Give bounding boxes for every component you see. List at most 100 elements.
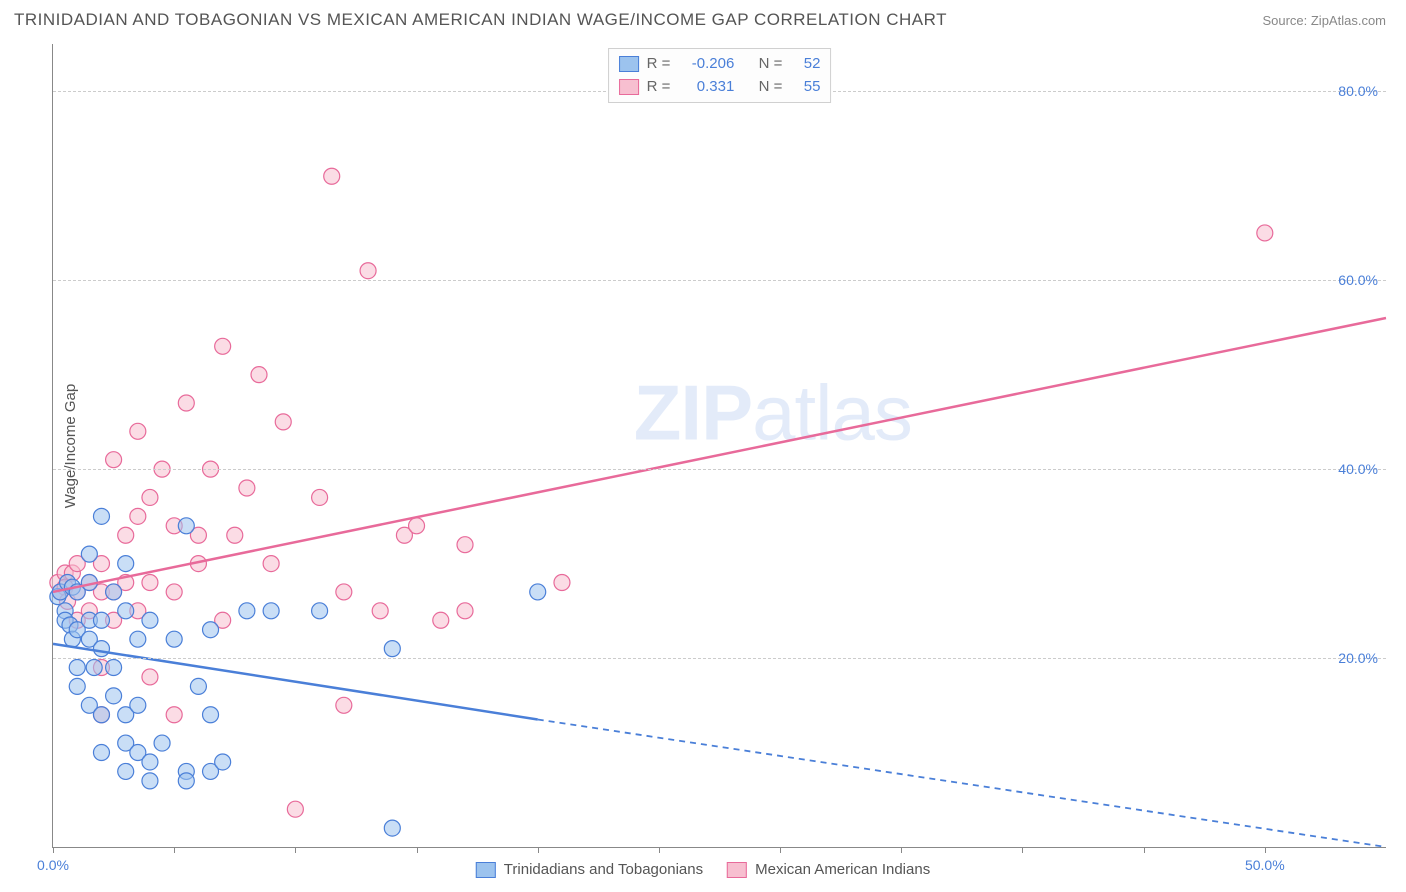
plot-svg [53,44,1386,847]
data-point [384,641,400,657]
source-label: Source: ZipAtlas.com [1262,13,1386,28]
data-point [215,754,231,770]
stat-n-value: 52 [790,53,820,76]
stats-legend-row: R =-0.206 N =52 [619,53,821,76]
x-tick [659,847,660,853]
stat-r-value: 0.331 [678,76,734,99]
data-point [118,556,134,572]
data-point [93,745,109,761]
data-point [93,508,109,524]
x-tick [174,847,175,853]
data-point [215,338,231,354]
data-point [106,688,122,704]
data-point [118,603,134,619]
data-point [227,527,243,543]
data-point [457,603,473,619]
stat-n-value: 55 [790,76,820,99]
trend-line-extrapolated [538,719,1386,847]
legend-item: Mexican American Indians [727,861,930,878]
data-point [203,707,219,723]
data-point [154,735,170,751]
data-point [69,678,85,694]
stat-r-label: R = [647,76,671,99]
data-point [166,631,182,647]
data-point [178,773,194,789]
data-point [372,603,388,619]
data-point [190,678,206,694]
x-tick [1022,847,1023,853]
data-point [166,584,182,600]
data-point [69,660,85,676]
data-point [142,612,158,628]
legend-swatch [476,862,496,878]
data-point [93,641,109,657]
x-tick [53,847,54,853]
x-tick [295,847,296,853]
data-point [457,537,473,553]
data-point [93,707,109,723]
data-point [1257,225,1273,241]
data-point [86,660,102,676]
x-tick [1265,847,1266,853]
data-point [142,489,158,505]
x-tick-label: 50.0% [1245,857,1285,873]
stat-r-label: R = [647,53,671,76]
x-tick [901,847,902,853]
data-point [312,603,328,619]
legend-label: Trinidadians and Tobagonians [504,861,703,878]
gridline [53,469,1386,470]
data-point [530,584,546,600]
chart-title: TRINIDADIAN AND TOBAGONIAN VS MEXICAN AM… [14,10,947,30]
data-point [106,584,122,600]
data-point [239,603,255,619]
x-tick [1144,847,1145,853]
data-point [130,508,146,524]
x-tick-label: 0.0% [37,857,69,873]
gridline [53,658,1386,659]
data-point [336,697,352,713]
data-point [360,263,376,279]
legend-item: Trinidadians and Tobagonians [476,861,703,878]
data-point [554,574,570,590]
data-point [142,574,158,590]
stat-r-value: -0.206 [678,53,734,76]
plot-area: ZIPatlas R =-0.206 N =52R =0.331 N =55 2… [52,44,1386,848]
data-point [287,801,303,817]
x-tick [780,847,781,853]
data-point [251,367,267,383]
data-point [263,603,279,619]
data-point [130,697,146,713]
legend-label: Mexican American Indians [755,861,930,878]
legend-swatch [619,56,639,72]
trend-line [53,318,1386,592]
data-point [384,820,400,836]
y-tick-label: 40.0% [1338,461,1378,477]
data-point [142,754,158,770]
gridline [53,280,1386,281]
legend-swatch [619,79,639,95]
series-legend: Trinidadians and Tobagonians Mexican Amer… [476,861,930,878]
data-point [263,556,279,572]
data-point [142,773,158,789]
data-point [142,669,158,685]
y-tick-label: 60.0% [1338,272,1378,288]
data-point [178,395,194,411]
data-point [203,622,219,638]
data-point [409,518,425,534]
stat-n-label: N = [759,76,783,99]
data-point [93,612,109,628]
data-point [336,584,352,600]
stats-legend-row: R = 0.331 N = 55 [619,76,821,99]
data-point [312,489,328,505]
data-point [178,518,194,534]
data-point [81,546,97,562]
y-tick-label: 80.0% [1338,83,1378,99]
legend-swatch [727,862,747,878]
data-point [106,452,122,468]
stats-legend: R = -0.206 N = 52R = 0.331 N = 55 [608,48,832,103]
data-point [433,612,449,628]
data-point [118,763,134,779]
data-point [106,660,122,676]
data-point [275,414,291,430]
data-point [239,480,255,496]
